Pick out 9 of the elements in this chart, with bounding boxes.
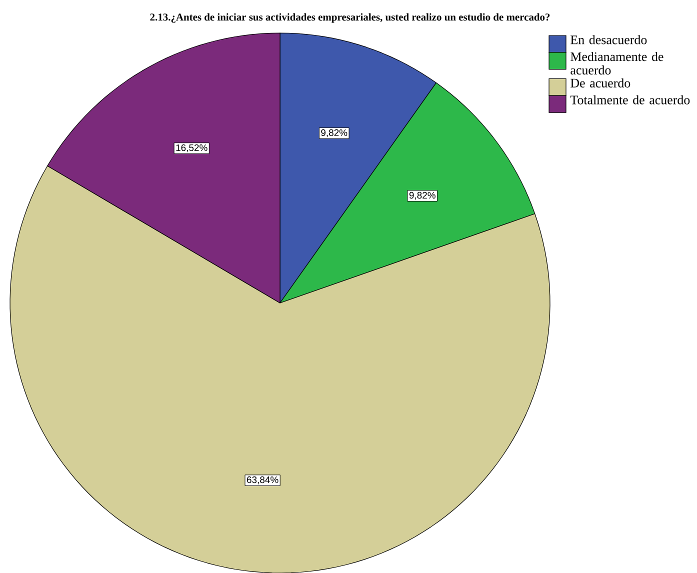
- legend-label: Medianamente de acuerdo: [570, 52, 664, 74]
- data-label: 16,52%: [176, 144, 208, 152]
- legend-label: De acuerdo: [570, 78, 630, 88]
- data-label: 9,82%: [409, 192, 436, 200]
- legend-label: En desacuerdo: [570, 34, 647, 44]
- chart-title: 2.13.¿Antes de iniciar sus actividades empresariales, usted realizo un estudio de mercado?: [150, 13, 550, 23]
- data-label: 63,84%: [247, 476, 278, 484]
- legend-label: Totalmente de acuerdo: [570, 95, 690, 104]
- data-label: 9,82%: [321, 129, 348, 137]
